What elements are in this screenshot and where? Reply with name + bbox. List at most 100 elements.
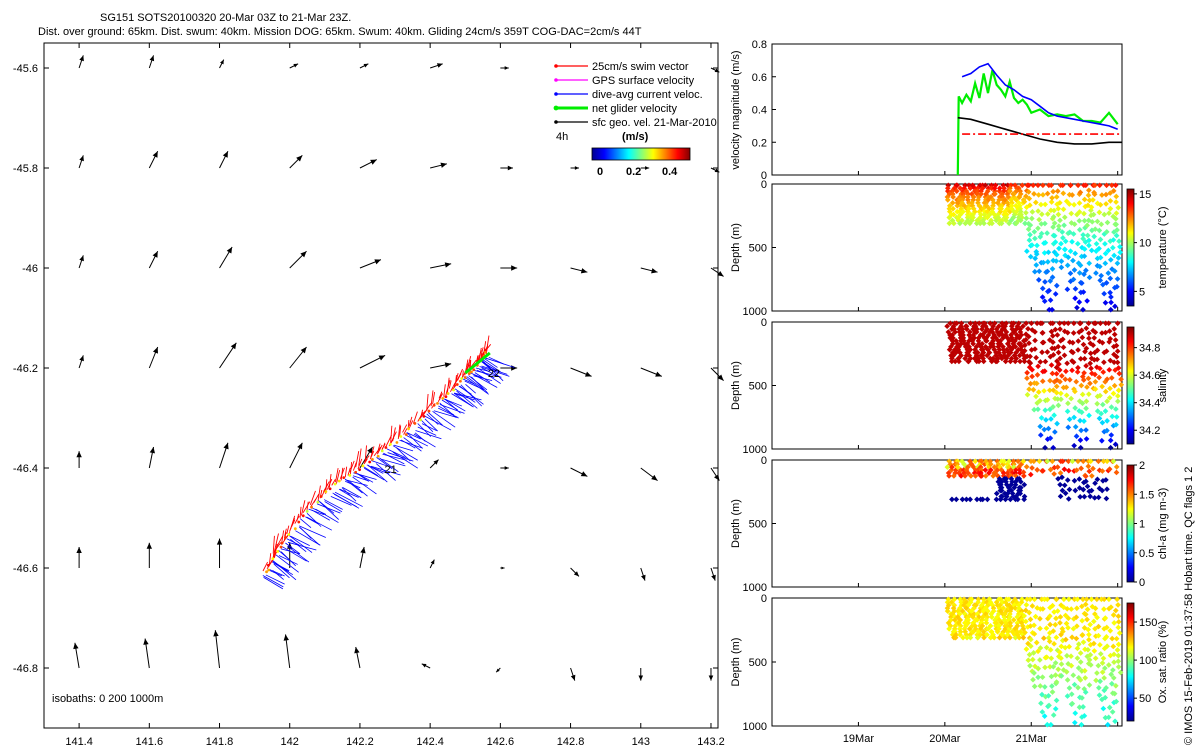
profile-sample [1109, 680, 1115, 687]
profile-sample [1052, 429, 1058, 435]
dac-vector [348, 480, 368, 497]
profile-sample [987, 320, 993, 327]
profile-sample [1112, 607, 1119, 614]
profile-sample [946, 220, 953, 227]
profile-sample [1106, 328, 1113, 334]
profile-sample [1068, 606, 1075, 612]
dac-vector [364, 467, 385, 481]
dac-vector [463, 376, 489, 395]
profile-sample [1099, 192, 1105, 198]
profile-sample [952, 329, 958, 335]
profile-sample [959, 496, 966, 503]
swim-vector [357, 458, 363, 470]
profile-sample [1092, 655, 1099, 662]
profile-sample [987, 467, 994, 473]
profile-sample [1039, 294, 1046, 300]
swim-vector [466, 356, 472, 371]
profile-sample [1101, 290, 1107, 297]
dac-vector [392, 451, 418, 469]
profile-sample [1071, 681, 1078, 688]
profile-sample [1055, 211, 1062, 218]
profile-sample [1030, 650, 1037, 656]
profile-sample [1075, 665, 1082, 671]
geo-arrow-head [300, 347, 307, 354]
profile-sample [1114, 647, 1121, 653]
profile-sample [1041, 388, 1047, 394]
profile-sample [1031, 191, 1037, 197]
profile-sample [1051, 641, 1057, 647]
profile-sample [1017, 470, 1023, 476]
profile-sample [993, 490, 1000, 497]
dac-vector [481, 367, 499, 377]
profile-sample [1081, 217, 1088, 224]
profile-sample [1008, 355, 1015, 362]
depth-ytick-label: 0 [761, 179, 767, 191]
profile-sample [973, 602, 979, 609]
geo-arrow-head [230, 342, 237, 350]
track-point [384, 446, 388, 449]
profile-sample [1068, 691, 1075, 698]
profile-sample [1060, 235, 1066, 241]
profile-sample [1076, 218, 1083, 224]
date-xtick-label: 21Mar [1016, 733, 1048, 745]
profile-sample [1047, 435, 1054, 441]
swim-vector [335, 469, 341, 484]
profile-sample [1076, 299, 1083, 305]
track-point [271, 557, 275, 561]
profile-sample [1039, 285, 1046, 292]
map-xtick-label: 142.2 [346, 736, 374, 748]
profile-sample [1035, 406, 1041, 413]
profile-sample [1052, 326, 1059, 333]
oxygen-panel-ylabel: Depth (m) [730, 638, 742, 687]
profile-sample [1074, 645, 1081, 652]
geo-arrow-head [367, 447, 373, 454]
profile-sample [957, 220, 963, 227]
profile-sample [1074, 605, 1080, 612]
colorbar-tick-label: 1.5 [1139, 489, 1154, 501]
profile-sample [1060, 206, 1067, 213]
profile-sample [1105, 247, 1112, 254]
chla-panel-profiles [944, 458, 1120, 503]
profile-sample [1026, 651, 1033, 658]
profile-sample [1074, 304, 1080, 311]
oxygen-panel-profiles [944, 596, 1124, 728]
profile-sample [1021, 613, 1027, 619]
profile-sample [1054, 396, 1061, 402]
profile-sample [1095, 494, 1102, 501]
profile-sample [1111, 268, 1118, 274]
profile-sample [1061, 466, 1068, 473]
profile-sample [1052, 291, 1059, 297]
profile-sample [1037, 359, 1044, 365]
profile-sample [1087, 360, 1093, 367]
dac-vector [474, 372, 491, 383]
profile-sample [1024, 369, 1030, 376]
profile-sample [1104, 398, 1110, 405]
geo-arrow-head [584, 371, 592, 377]
dac-vector [479, 366, 510, 377]
profile-sample [1062, 376, 1069, 383]
profile-sample [1031, 406, 1037, 413]
profile-sample [1007, 496, 1014, 503]
profile-sample [975, 197, 981, 203]
profile-sample [1104, 427, 1110, 434]
profile-sample [1049, 602, 1056, 609]
profile-sample [1114, 276, 1121, 282]
geo-arrow-head [152, 347, 158, 354]
profile-sample [968, 473, 974, 479]
profile-sample [944, 608, 951, 614]
geo-arrow-head [580, 471, 588, 477]
track-point [452, 388, 456, 392]
profile-sample [1111, 252, 1117, 259]
profile-sample [1043, 417, 1049, 423]
depth-ytick-label: 1000 [743, 444, 767, 456]
profile-sample [1072, 710, 1079, 716]
profile-sample [1097, 651, 1104, 657]
profile-sample [1018, 608, 1025, 614]
colorbar-tick-label: 5 [1139, 286, 1145, 298]
profile-sample [1048, 199, 1055, 205]
profile-sample [1101, 211, 1108, 218]
profile-sample [1079, 391, 1086, 398]
profile-sample [1055, 402, 1062, 409]
profile-sample [1082, 473, 1089, 480]
